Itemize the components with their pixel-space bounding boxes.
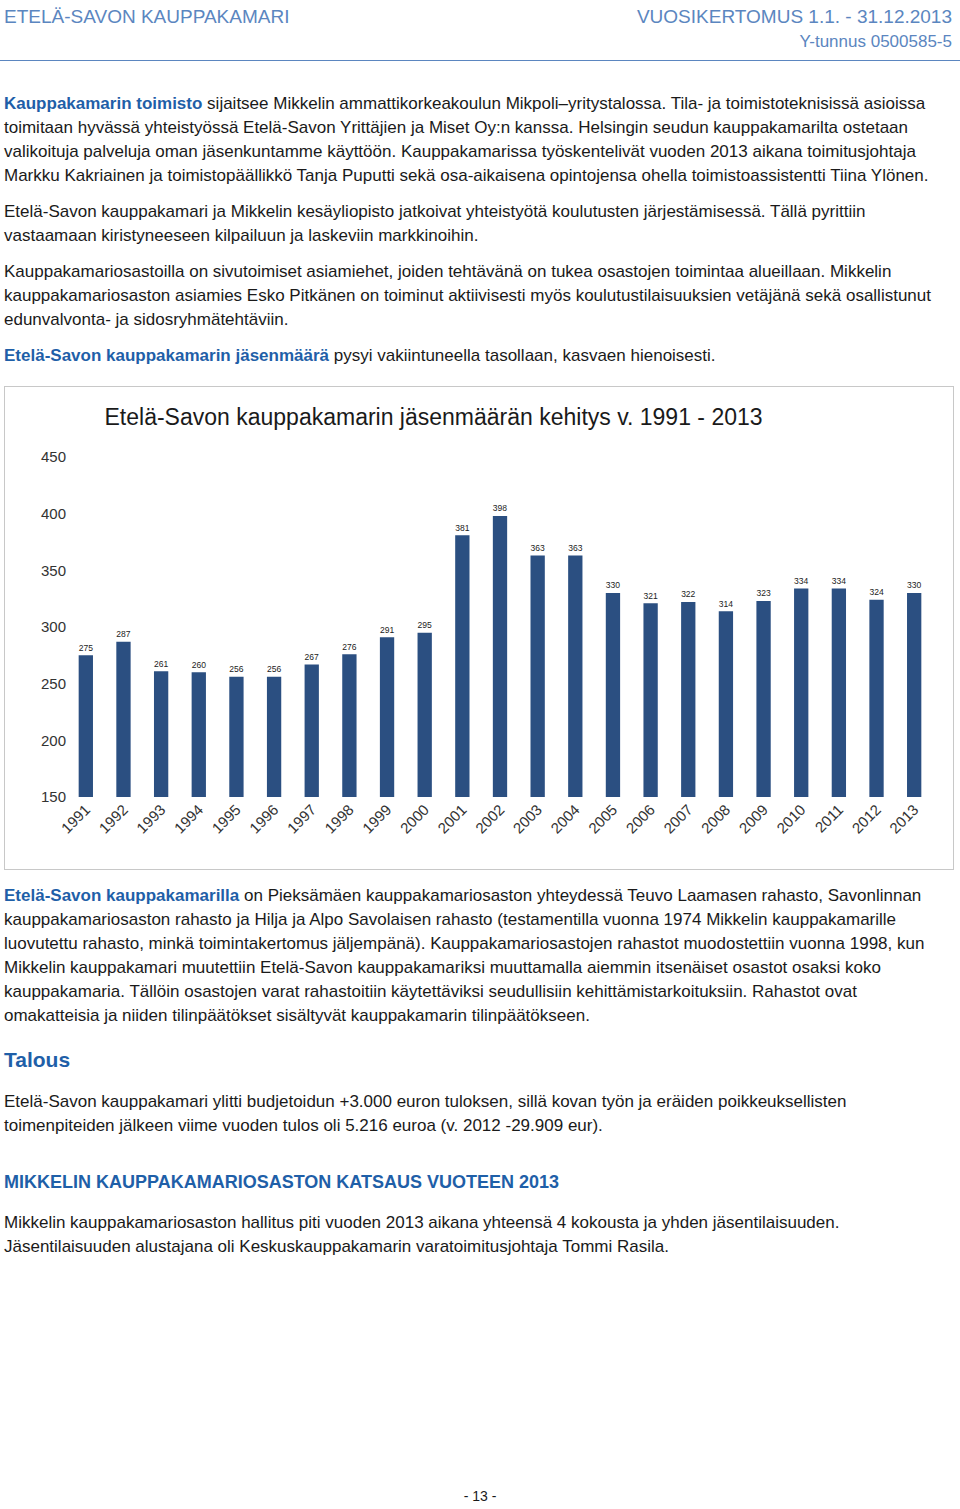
html-text:Etelä-Savon kauppakamari ylitt: Etelä-Savon kauppakamari ylitti budjetoi… [4,1092,847,1135]
svg-text:330: 330 [907,580,921,590]
svg-text:324: 324 [869,587,883,597]
svg-text:2010: 2010 [773,801,809,837]
svg-text:2002: 2002 [472,801,508,837]
svg-text:330: 330 [606,580,620,590]
svg-text:450: 450 [41,448,66,465]
svg-text:350: 350 [41,562,66,579]
svg-text:300: 300 [41,618,66,635]
svg-text:398: 398 [493,503,507,513]
svg-text:2008: 2008 [698,801,734,837]
svg-text:2007: 2007 [660,801,696,837]
svg-text:323: 323 [756,588,770,598]
svg-text:314: 314 [719,599,733,609]
html-text:VUOSIKERTOMUS 1.1. - 31.12.201: VUOSIKERTOMUS 1.1. - 31.12.2013 [636,6,952,27]
svg-text:276: 276 [342,642,356,652]
svg-text:2001: 2001 [434,801,470,837]
svg-text:2004: 2004 [547,801,583,837]
svg-text:1997: 1997 [284,801,320,837]
svg-text:2011: 2011 [811,801,846,836]
svg-text:334: 334 [832,576,846,586]
html-text:Kauppakamarin toimisto sijaits: Kauppakamarin toimisto sijaitsee Mikkeli… [4,94,929,185]
svg-text:250: 250 [41,675,66,692]
html-text:Etelä-Savon kauppakamari ja Mi: Etelä-Savon kauppakamari ja Mikkelin kes… [4,202,866,245]
svg-text:1994: 1994 [171,801,207,837]
svg-text:256: 256 [267,664,281,674]
html-text:Etelä-Savon kauppakamarilla on: Etelä-Savon kauppakamarilla on Pieksämäe… [4,886,925,1025]
html-text:ETELÄ-SAVON KAUPPAKAMARI: ETELÄ-SAVON KAUPPAKAMARI [4,6,290,27]
svg-text:363: 363 [568,543,582,553]
svg-text:381: 381 [455,523,469,533]
html-text:Etelä-Savon kauppakamarin jäse: Etelä-Savon kauppakamarin jäsenmäärä pys… [4,346,716,365]
svg-text:2012: 2012 [848,801,884,837]
svg-text:2000: 2000 [397,801,433,837]
svg-text:261: 261 [154,659,168,669]
svg-text:334: 334 [794,576,808,586]
svg-text:256: 256 [229,664,243,674]
svg-text:287: 287 [116,629,130,639]
svg-text:267: 267 [305,652,319,662]
svg-text:1995: 1995 [208,801,244,837]
svg-text:1991: 1991 [58,801,94,837]
svg-text:2009: 2009 [735,801,771,837]
svg-text:1998: 1998 [321,801,357,837]
svg-text:400: 400 [41,505,66,522]
html-text:Kauppakamariosastoilla on sivu: Kauppakamariosastoilla on sivutoimiset a… [4,262,931,329]
svg-text:1992: 1992 [95,801,131,837]
svg-text:2006: 2006 [622,801,658,837]
svg-text:295: 295 [418,620,432,630]
svg-text:2005: 2005 [585,801,621,837]
svg-text:260: 260 [192,660,206,670]
svg-text:2003: 2003 [509,801,545,837]
html-text:- 13 -: - 13 - [463,1488,497,1504]
svg-text:Etelä-Savon kauppakamarin jäse: Etelä-Savon kauppakamarin jäsenmäärän ke… [105,404,763,430]
svg-text:291: 291 [380,625,394,635]
svg-text:363: 363 [531,543,545,553]
svg-text:322: 322 [681,589,695,599]
html-text:MIKKELIN KAUPPAKAMARIOSASTON K: MIKKELIN KAUPPAKAMARIOSASTON KATSAUS VUO… [4,1172,560,1192]
svg-text:275: 275 [79,643,93,653]
svg-text:1996: 1996 [246,801,282,837]
svg-text:200: 200 [41,732,66,749]
svg-text:321: 321 [643,591,657,601]
svg-text:1993: 1993 [133,801,169,837]
svg-text:2013: 2013 [886,801,922,837]
html-text:Mikkelin kauppakamariosaston h: Mikkelin kauppakamariosaston hallitus pi… [4,1213,840,1256]
html-text:Talous: Talous [4,1048,71,1071]
html-text:Y-tunnus 0500585-5: Y-tunnus 0500585-5 [799,32,952,51]
svg-text:150: 150 [41,788,66,805]
svg-text:1999: 1999 [359,801,395,837]
